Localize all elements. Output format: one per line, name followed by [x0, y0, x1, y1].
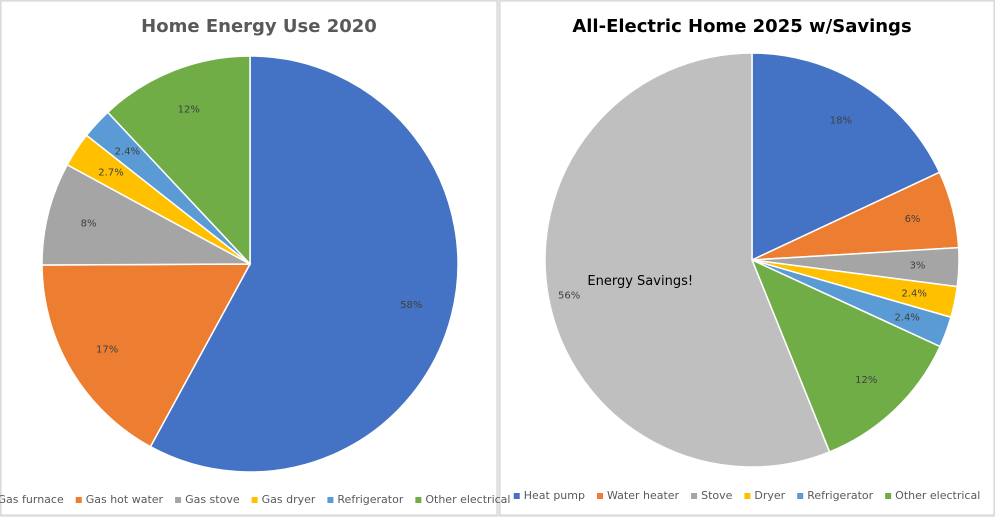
legend-label: Heat pump [524, 489, 585, 502]
pie-slice [751, 52, 941, 262]
legend-label: Water heater [607, 489, 680, 502]
legend-label: Dryer [754, 489, 785, 502]
legend-swatch [797, 493, 804, 499]
legend-label: Other electrical [425, 493, 510, 506]
legend-label: Gas hot water [86, 493, 164, 506]
legend-swatch [513, 493, 520, 499]
data-label: 17% [96, 344, 118, 355]
data-label: 2.4% [115, 147, 140, 158]
legend-label: Gas dryer [262, 493, 316, 506]
pie-slice [750, 258, 942, 453]
legend-label: Refrigerator [807, 489, 873, 502]
data-label: 58% [400, 300, 422, 311]
data-label: 2.4% [901, 289, 926, 300]
chart-title: All-Electric Home 2025 w/Savings [572, 16, 911, 37]
legend-label: Other electrical [895, 489, 980, 502]
legend-swatch [251, 497, 258, 503]
legend-label: Refrigerator [337, 493, 403, 506]
chart-title: Home Energy Use 2020 [141, 16, 377, 37]
legend-label: Gas stove [185, 493, 240, 506]
legend-label: Stove [701, 489, 733, 502]
legend-swatch [415, 497, 422, 503]
data-label: 8% [81, 218, 97, 229]
data-label: 3% [910, 261, 926, 272]
legend-swatch [75, 497, 82, 503]
annotation: Energy Savings! [587, 274, 693, 289]
legend-swatch [885, 493, 892, 499]
pie-slice [41, 163, 251, 266]
data-label: 18% [830, 115, 852, 126]
pie-slice [544, 52, 831, 468]
legend-label: Gas furnace [0, 493, 64, 506]
legend-swatch [744, 493, 751, 499]
data-label: 12% [178, 104, 200, 115]
legend-swatch [175, 497, 182, 503]
data-label: 2.7% [98, 168, 123, 179]
data-label: 12% [855, 375, 877, 386]
legend-swatch [596, 493, 603, 499]
data-label: 56% [558, 291, 580, 302]
legend-swatch [691, 493, 698, 499]
pie-slice [149, 55, 459, 473]
legend-swatch [327, 497, 334, 503]
data-label: 2.4% [895, 313, 920, 324]
pie-slice [106, 55, 251, 266]
pie-slice [41, 263, 252, 448]
data-label: 6% [905, 214, 921, 225]
